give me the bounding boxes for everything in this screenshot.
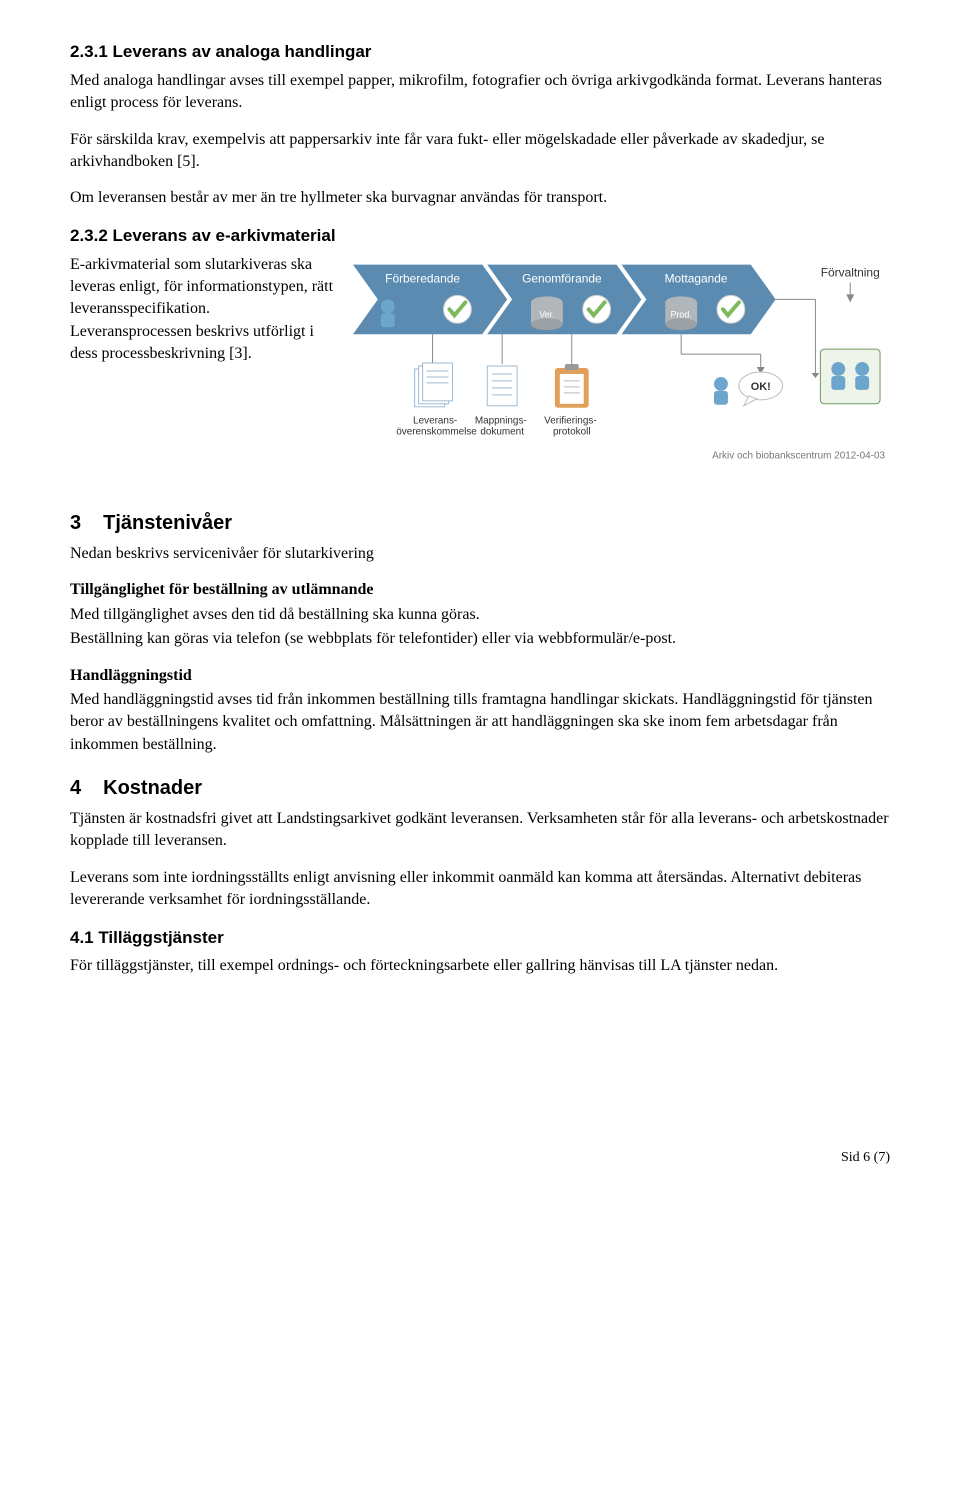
para-3-intro: Nedan beskrivs servicenivåer för slutark…: [70, 543, 890, 565]
section-3-number: 3: [70, 512, 81, 534]
para-232-1: E-arkivmaterial som slutarkiveras ska le…: [70, 254, 335, 366]
para-3-3: Beställning kan göras via telefon (se we…: [70, 628, 890, 650]
doc-verifierings-icon: [555, 364, 589, 408]
subhead-handlaggningstid: Handläggningstid: [70, 667, 192, 684]
doc-mappnings-icon: [487, 366, 517, 406]
svg-text:Genomförande: Genomförande: [522, 271, 602, 285]
e-arkiv-row: E-arkivmaterial som slutarkiveras ska le…: [70, 254, 890, 491]
para-231-3: Om leveransen består av mer än tre hyllm…: [70, 187, 890, 209]
svg-text:Mottagande: Mottagande: [665, 271, 728, 285]
svg-text:Verifierings- protokol: Verifierings- protokoll: [544, 415, 599, 437]
heading-2-3-2: 2.3.2 Leverans av e-arkivmaterial: [70, 224, 890, 248]
heading-2-3-1: 2.3.1 Leverans av analoga handlingar: [70, 40, 890, 64]
subhead-tillganglighet: Tillgänglighet för beställning av utlämn…: [70, 581, 373, 598]
svg-text:Leverans- överenskomme: Leverans- överenskommelse: [396, 415, 477, 437]
doc-leverans-icon: [415, 363, 453, 407]
heading-3: Tjänstenivåer: [103, 512, 232, 534]
svg-text:Prod.: Prod.: [670, 309, 691, 319]
leverans-process-diagram: Förberedande Genomförande Ver.: [353, 254, 890, 484]
svg-text:Mappnings- dokument: Mappnings- dokument: [475, 415, 530, 437]
para-4-1: Tjänsten är kostnadsfri givet att Landst…: [70, 808, 890, 853]
para-3-4: Med handläggningstid avses tid från inko…: [70, 689, 890, 756]
heading-4: Kostnader: [103, 777, 202, 799]
svg-text:Förvaltning: Förvaltning: [821, 265, 880, 279]
page-footer: Sid 6 (7): [70, 1148, 890, 1168]
heading-4-1: 4.1 Tilläggstjänster: [70, 926, 890, 950]
para-41-1: För tilläggstjänster, till exempel ordni…: [70, 955, 890, 977]
para-231-2: För särskilda krav, exempelvis att pappe…: [70, 129, 890, 174]
svg-text:Ver.: Ver.: [539, 309, 554, 319]
section-4-number: 4: [70, 777, 81, 799]
svg-text:Arkiv och biobankscentrum 201: Arkiv och biobankscentrum 2012-04-03: [712, 450, 885, 461]
para-3-2: Med tillgänglighet avses den tid då best…: [70, 604, 890, 626]
para-231-1: Med analoga handlingar avses till exempe…: [70, 70, 890, 115]
svg-text:Förberedande: Förberedande: [385, 271, 460, 285]
ok-bubble-icon: OK!: [739, 372, 783, 406]
svg-text:OK!: OK!: [751, 380, 771, 392]
para-4-2: Leverans som inte iordningsställts enlig…: [70, 867, 890, 912]
